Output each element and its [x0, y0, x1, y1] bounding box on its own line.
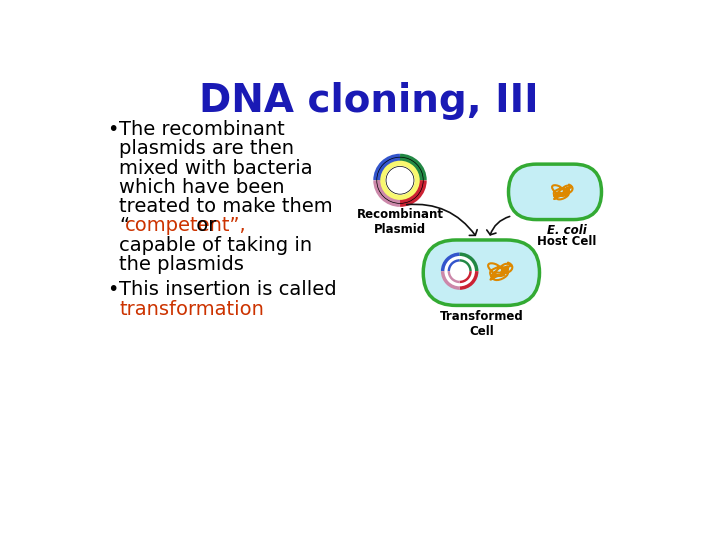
Text: This insertion is called: This insertion is called	[120, 280, 337, 299]
Text: plasmids are then: plasmids are then	[120, 139, 294, 159]
Text: E. coli: E. coli	[546, 224, 587, 237]
Circle shape	[377, 157, 423, 204]
Text: which have been: which have been	[120, 178, 285, 197]
Text: “: “	[120, 217, 130, 235]
FancyBboxPatch shape	[508, 164, 601, 220]
Text: the plasmids: the plasmids	[120, 255, 244, 274]
Text: treated to make them: treated to make them	[120, 197, 333, 216]
Text: The recombinant: The recombinant	[120, 120, 285, 139]
Text: competent”,: competent”,	[125, 217, 246, 235]
Text: •: •	[107, 120, 118, 139]
Text: •: •	[107, 280, 118, 299]
Circle shape	[443, 254, 477, 288]
Text: Transformed
Cell: Transformed Cell	[439, 310, 523, 338]
Text: Recombinant
Plasmid: Recombinant Plasmid	[356, 208, 444, 236]
Text: DNA cloning, III: DNA cloning, III	[199, 82, 539, 120]
Circle shape	[386, 166, 414, 194]
FancyBboxPatch shape	[423, 240, 539, 306]
Text: mixed with bacteria: mixed with bacteria	[120, 159, 313, 178]
Circle shape	[449, 261, 469, 281]
Text: or: or	[190, 217, 216, 235]
Text: capable of taking in: capable of taking in	[120, 236, 312, 255]
Text: transformation: transformation	[120, 300, 264, 319]
Text: Host Cell: Host Cell	[537, 235, 596, 248]
